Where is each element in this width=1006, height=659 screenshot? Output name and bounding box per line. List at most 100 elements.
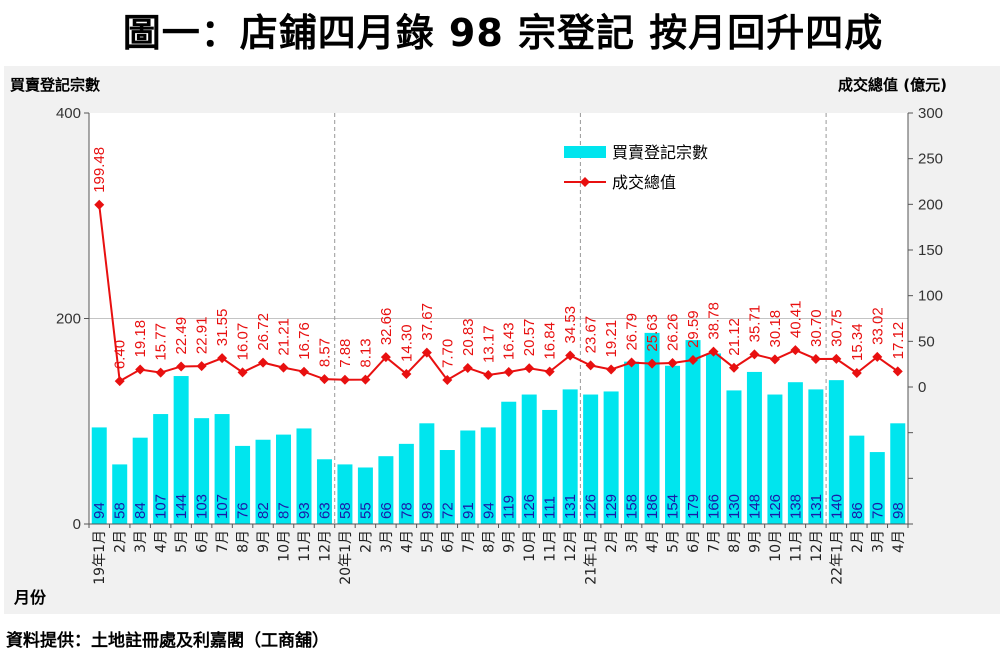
bar-label: 94 [480, 502, 497, 519]
line-label: 20.83 [460, 318, 477, 356]
line-marker [319, 374, 330, 385]
line-marker [503, 366, 514, 377]
category-label: 3月 [870, 530, 886, 553]
bar [808, 389, 824, 524]
bar-label: 70 [869, 502, 886, 519]
category-label: 5月 [666, 530, 682, 553]
bar [337, 464, 353, 524]
category-label: 22年1月 [829, 530, 845, 585]
bar-label: 129 [603, 494, 620, 519]
line-marker [667, 358, 678, 369]
line-label: 33.02 [869, 307, 886, 345]
right-tick-label: 250 [918, 151, 943, 168]
bar [726, 390, 742, 524]
bar-label: 144 [173, 494, 190, 519]
bar-label: 91 [460, 502, 477, 519]
bar-label: 138 [787, 494, 804, 519]
line-marker [892, 366, 903, 377]
bar [583, 394, 599, 524]
line-label: 37.67 [419, 303, 436, 341]
line-marker [380, 352, 391, 363]
line-label: 22.91 [194, 317, 211, 355]
category-label: 4月 [154, 530, 170, 553]
line-label: 7.70 [439, 339, 456, 368]
bar-label: 130 [726, 494, 743, 519]
bar-label: 58 [112, 502, 129, 519]
line-label: 15.34 [849, 323, 866, 361]
category-label: 11月 [297, 530, 313, 562]
line-label: 21.12 [726, 318, 743, 356]
line-marker [442, 374, 453, 385]
bar [398, 443, 414, 524]
line-label: 29.59 [685, 310, 702, 348]
category-label: 7月 [215, 530, 231, 553]
category-label: 10月 [277, 530, 293, 562]
line-marker [360, 374, 371, 385]
category-label: 9月 [502, 530, 518, 553]
line-marker [114, 376, 125, 387]
line-marker [421, 347, 432, 358]
line-marker [544, 366, 555, 377]
bar-label: 58 [337, 502, 354, 519]
bar-label: 119 [501, 495, 518, 519]
bar [357, 467, 373, 524]
bar-label: 98 [419, 502, 436, 519]
bar [890, 423, 906, 524]
line-marker [810, 353, 821, 364]
category-label: 6月 [195, 530, 211, 553]
line-label: 19.18 [132, 320, 149, 358]
line-label: 21.21 [276, 318, 293, 356]
bar [562, 389, 578, 524]
bar [746, 371, 762, 524]
left-tick-label: 400 [56, 105, 81, 122]
bar [787, 382, 803, 524]
bar [214, 414, 230, 524]
line-label: 26.26 [665, 313, 682, 351]
bar-label: 131 [562, 494, 579, 519]
bar [460, 430, 476, 524]
category-label: 10月 [522, 530, 538, 562]
line-marker [708, 346, 719, 357]
line-label: 13.17 [480, 325, 497, 363]
bar-label: 158 [624, 494, 641, 519]
bar [255, 439, 271, 524]
bar-label: 55 [357, 502, 374, 519]
category-label: 19年1月 [92, 530, 108, 585]
category-label: 3月 [379, 530, 395, 553]
line-label: 17.12 [890, 322, 907, 360]
bar [378, 456, 394, 524]
line-label: 16.84 [542, 322, 559, 360]
line-label: 8.13 [357, 338, 374, 367]
bar [132, 437, 148, 524]
bar-label: 93 [296, 502, 313, 519]
line-marker [401, 368, 412, 379]
chart-title: 圖一：店鋪四月錄 98 宗登記 按月回升四成 [122, 11, 884, 55]
category-label: 21年1月 [584, 530, 600, 585]
bar-label: 63 [316, 502, 333, 519]
bar-label: 76 [235, 502, 252, 519]
right-tick-label: 50 [918, 333, 935, 350]
line-marker [749, 349, 760, 360]
bar [521, 394, 537, 524]
bar [767, 394, 783, 524]
line-label: 38.78 [705, 302, 722, 340]
bar-label: 82 [255, 502, 272, 519]
bar [542, 409, 558, 524]
bar [276, 434, 292, 524]
line-marker [196, 361, 207, 372]
category-label: 2月 [358, 530, 374, 553]
category-label: 6月 [440, 530, 456, 553]
line-label: 30.18 [767, 310, 784, 348]
line-marker [831, 353, 842, 364]
bar-label: 131 [808, 494, 825, 519]
category-label: 12月 [317, 530, 333, 562]
bar [705, 353, 721, 524]
line-label: 15.77 [153, 323, 170, 361]
bar [828, 380, 844, 524]
bar [501, 401, 517, 524]
line-marker [585, 360, 596, 371]
bar [194, 418, 210, 524]
line-marker [462, 362, 473, 373]
category-label: 2月 [113, 530, 129, 553]
bar-label: 107 [214, 494, 231, 519]
